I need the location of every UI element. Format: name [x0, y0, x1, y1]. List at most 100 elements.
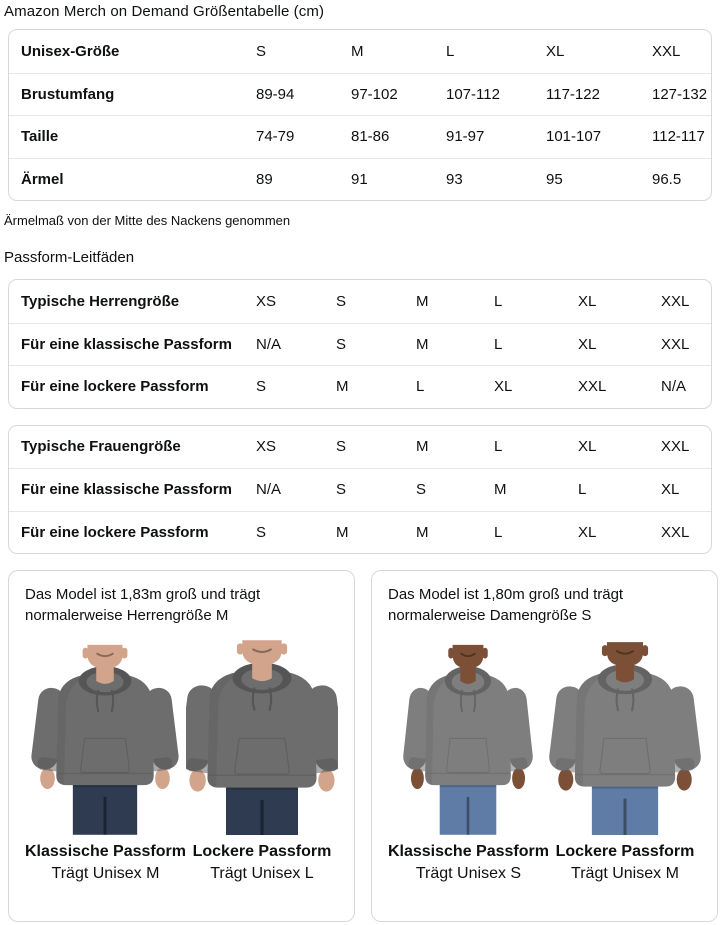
table-cell: S [336, 481, 347, 499]
table-cell: XL [578, 523, 597, 541]
unisex-size-table: Unisex-Größe S M L XL XXL Brustumfang 89… [8, 29, 712, 201]
table-row: Brustumfang 89-94 97-102 107-112 117-122… [9, 72, 711, 116]
table-cell: XXL [661, 438, 690, 456]
worn-size-label: Trägt Unisex M [571, 865, 679, 882]
female-loose-fit-photo [549, 635, 701, 835]
table-cell: Taille [21, 128, 59, 146]
table-cell: L [494, 292, 503, 310]
table-row: Typische Herrengröße XS S M L XL XXL [9, 280, 711, 323]
model-photos: Klassische Passform Trägt Unisex S Locke… [388, 635, 701, 883]
table-cell: XL [661, 481, 680, 499]
fit-guides-heading: Passform-Leitfäden [4, 249, 135, 266]
table-row: Ärmel 89 91 93 95 96.5 [9, 157, 711, 201]
table-cell: L [446, 42, 455, 60]
table-cell: 81-86 [351, 128, 390, 146]
table-cell: S [336, 335, 347, 353]
model-description: Das Model ist 1,80m groß und trägt norma… [387, 586, 624, 624]
table-cell: 95 [546, 170, 563, 188]
table-cell: L [494, 438, 503, 456]
table-row: Für eine klassische Passform N/A S S M L… [9, 468, 711, 511]
table-cell: 91 [351, 170, 368, 188]
table-cell: Für eine klassische Passform [21, 481, 232, 499]
table-cell: S [336, 438, 347, 456]
table-cell: S [416, 481, 427, 499]
table-row: Für eine klassische Passform N/A S M L X… [9, 322, 711, 366]
female-classic-fit-photo [392, 635, 544, 835]
table-cell: M [416, 292, 429, 310]
hoodie-model-figure [402, 645, 534, 835]
table-cell: Ärmel [21, 170, 64, 188]
table-row: Für eine lockere Passform S M L XL XXL N… [9, 365, 711, 408]
table-cell: M [416, 335, 429, 353]
table-cell: 96.5 [652, 170, 682, 188]
table-cell: S [336, 292, 347, 310]
sleeve-measure-note: Ärmelmaß von der Mitte des Nackens genom… [4, 213, 291, 228]
table-cell: M [416, 523, 429, 541]
table-cell: XXL [652, 42, 681, 60]
worn-size-label: Trägt Unisex M [51, 865, 160, 882]
table-cell: XXL [661, 523, 690, 541]
table-cell: Für eine lockere Passform [21, 523, 209, 541]
table-row: Für eine lockere Passform S M M L XL XXL [9, 510, 711, 554]
table-cell: 127-132 [652, 85, 708, 103]
table-cell: 93 [446, 170, 463, 188]
male-loose-fit-photo [186, 635, 338, 835]
worn-size-label: Trägt Unisex L [210, 865, 314, 882]
worn-size-label: Trägt Unisex S [415, 865, 522, 882]
classic-fit-column: Klassische Passform Trägt Unisex M [25, 635, 186, 883]
table-cell: L [494, 335, 503, 353]
hoodie-model-figure [549, 642, 701, 835]
table-cell: XXL [578, 378, 607, 396]
hoodie-model-figure [186, 640, 338, 835]
table-cell: L [494, 523, 503, 541]
table-cell: 89 [256, 170, 273, 188]
table-cell: M [416, 438, 429, 456]
mens-fit-table: Typische Herrengröße XS S M L XL XXL Für… [8, 279, 712, 409]
table-cell: XL [578, 438, 597, 456]
table-row: Taille 74-79 81-86 91-97 101-107 112-117 [9, 115, 711, 158]
loose-fit-column: Lockere Passform Trägt Unisex M [549, 635, 701, 883]
table-cell: M [494, 481, 507, 499]
male-model-card: Das Model ist 1,83m groß und trägt norma… [8, 570, 355, 922]
table-cell: 107-112 [446, 85, 500, 103]
table-cell: XXL [661, 292, 690, 310]
table-cell: 97-102 [351, 85, 398, 103]
table-cell: S [256, 378, 267, 396]
loose-fit-column: Lockere Passform Trägt Unisex L [186, 635, 338, 883]
fit-label: Lockere Passform [192, 843, 332, 860]
table-cell: M [351, 42, 364, 60]
model-description: Das Model ist 1,83m groß und trägt norma… [25, 586, 261, 624]
table-cell: Unisex-Größe [21, 42, 120, 60]
table-cell: Brustumfang [21, 85, 115, 103]
table-cell: XL [578, 335, 597, 353]
model-photos: Klassische Passform Trägt Unisex M Locke… [25, 635, 338, 883]
table-cell: XXL [661, 335, 690, 353]
table-cell: N/A [256, 481, 282, 499]
fit-label: Klassische Passform [25, 843, 186, 860]
table-cell: XS [256, 292, 277, 310]
table-cell: N/A [256, 335, 282, 353]
table-cell: 89-94 [256, 85, 295, 103]
model-cards: Das Model ist 1,83m groß und trägt norma… [8, 570, 718, 922]
table-cell: Typische Frauengröße [21, 438, 181, 456]
table-cell: M [336, 378, 349, 396]
womens-fit-table: Typische Frauengröße XS S M L XL XXL Für… [8, 424, 712, 554]
table-cell: 117-122 [546, 85, 600, 103]
table-cell: N/A [661, 378, 687, 396]
hoodie-model-figure [30, 645, 180, 835]
table-cell: 74-79 [256, 128, 295, 146]
table-cell: L [578, 481, 587, 499]
table-cell: XL [494, 378, 513, 396]
table-cell: Für eine lockere Passform [21, 378, 209, 396]
classic-fit-column: Klassische Passform Trägt Unisex S [388, 635, 549, 883]
table-row: Typische Frauengröße XS S M L XL XXL [9, 426, 711, 469]
table-cell: XS [256, 438, 277, 456]
fit-label: Klassische Passform [387, 843, 549, 860]
table-cell: 101-107 [546, 128, 602, 146]
fit-label: Lockere Passform [555, 843, 695, 860]
table-cell: L [416, 378, 425, 396]
table-cell: Für eine klassische Passform [21, 335, 232, 353]
table-cell: Typische Herrengröße [21, 292, 180, 310]
female-model-card: Das Model ist 1,80m groß und trägt norma… [370, 570, 718, 922]
table-cell: 91-97 [446, 128, 485, 146]
